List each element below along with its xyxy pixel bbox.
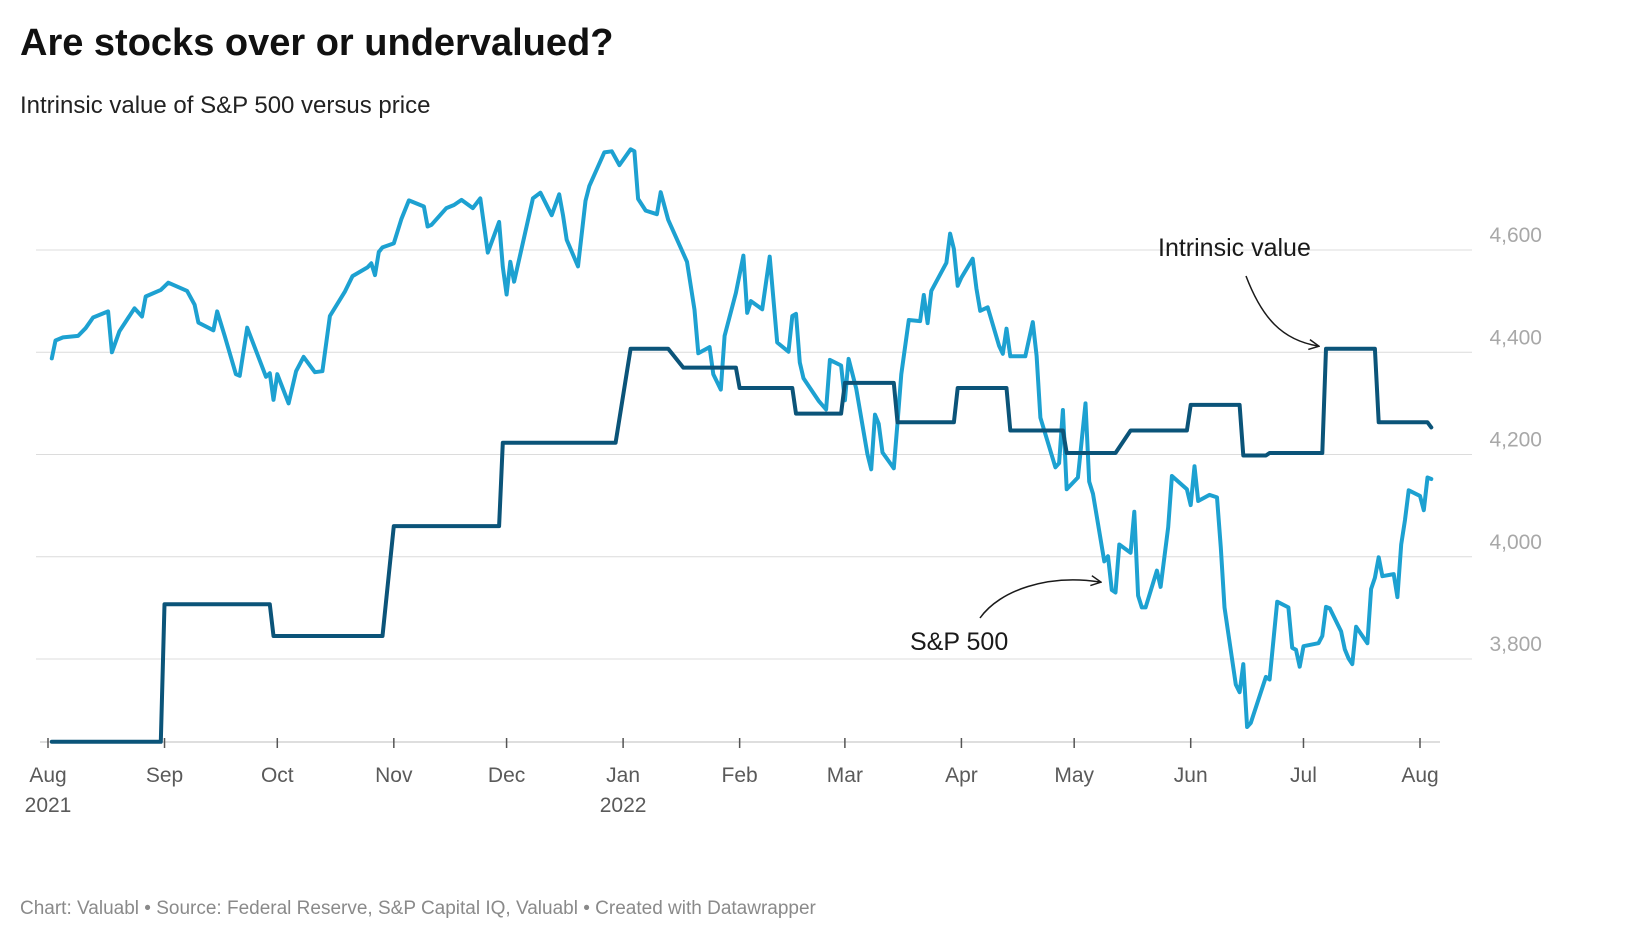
chart-footer: Chart: Valuabl • Source: Federal Reserve… xyxy=(20,898,816,920)
x-tick-label: Mar xyxy=(827,764,863,787)
x-tick-label: Aug xyxy=(1401,764,1438,787)
x-tick-label: May xyxy=(1054,764,1094,787)
x-tick-label: Jun xyxy=(1174,764,1208,787)
chart-title: Are stocks over or undervalued? xyxy=(20,22,614,64)
x-tick-label: Sep xyxy=(146,764,183,787)
footer-credit: Chart: Valuabl xyxy=(20,898,139,919)
annotation-intrinsic-value: Intrinsic value xyxy=(1158,234,1311,262)
footer-source: Source: Federal Reserve, S&P Capital IQ,… xyxy=(156,898,578,919)
x-tick-year-label: 2022 xyxy=(600,794,647,817)
y-tick-label: 4,000 xyxy=(1489,531,1542,554)
annotation-arrow xyxy=(979,580,1100,619)
x-tick-label: Jan xyxy=(606,764,640,787)
intrinsic-value-line xyxy=(49,346,1434,744)
chart-subtitle: Intrinsic value of S&P 500 versus price xyxy=(20,92,431,119)
y-tick-label: 4,600 xyxy=(1489,224,1542,247)
x-tick-label: Aug xyxy=(29,764,66,787)
x-tick-label: Jul xyxy=(1290,764,1317,787)
x-tick-label: Nov xyxy=(375,764,413,787)
y-tick-label: 4,400 xyxy=(1489,326,1542,349)
x-tick-year-label: 2021 xyxy=(25,794,72,817)
y-tick-label: 3,800 xyxy=(1489,633,1542,656)
annotation-arrow xyxy=(1245,275,1318,346)
annotation-sp500: S&P 500 xyxy=(910,628,1008,656)
x-tick-label: Feb xyxy=(722,764,758,787)
x-tick-label: Dec xyxy=(488,764,525,787)
x-tick-label: Oct xyxy=(261,764,294,787)
footer-tool: Created with Datawrapper xyxy=(595,898,816,919)
footer-separator: • xyxy=(139,898,157,919)
x-tick-label: Apr xyxy=(945,764,978,787)
x-axis: Aug 2021 Sep Oct Nov Dec Jan 2022 Feb Mar Apr May Ju… xyxy=(25,738,1440,817)
y-axis: 3,800 4,000 4,200 4,400 4,600 xyxy=(1489,224,1542,656)
series-lines xyxy=(49,147,1434,744)
gridlines xyxy=(36,249,1472,660)
annotations: Intrinsic value S&P 500 xyxy=(910,234,1318,656)
y-tick-label: 4,200 xyxy=(1489,429,1542,452)
footer-separator: • xyxy=(577,898,596,919)
